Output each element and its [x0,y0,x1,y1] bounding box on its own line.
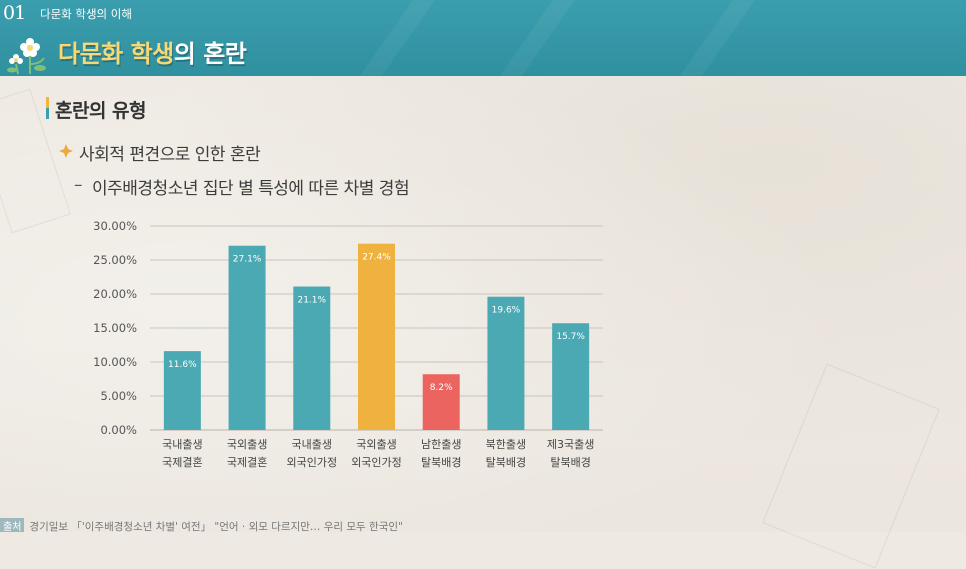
source-tag: 출처 [0,518,25,532]
section-label: 다문화 학생의 이해 [40,7,132,21]
category-label: 외국인가정 [351,456,402,469]
y-tick-label: 5.00% [100,389,137,403]
source-line: 출처 경기일보 「'이주배경청소년 차별' 여전」 "언어 · 외모 다르지만… … [0,518,700,532]
y-tick-label: 20.00% [93,287,137,301]
data-label: 21.1% [297,296,326,306]
category-label: 탈북배경 [486,456,526,469]
y-tick-label: 30.00% [93,219,137,233]
category-label: 외국인가정 [286,456,337,469]
leaf-bullet-icon [59,144,73,158]
source-text: 경기일보 「'이주배경청소년 차별' 여전」 "언어 · 외모 다르지만… 우리… [29,521,403,532]
bar [163,351,201,430]
category-label: 국내출생 [292,438,332,451]
title-highlight: 다문화 학생 [58,40,174,68]
data-label: 8.2% [430,383,453,393]
bar [358,243,395,430]
chart-subheading: 이주배경청소년 집단 별 특성에 따른 차별 경험 [92,179,410,199]
section-number: 01 [3,2,26,24]
data-label: 27.4% [362,253,391,263]
y-tick-label: 25.00% [93,253,137,267]
page-title: 다문화 학생의 혼란 [58,34,247,69]
category-label: 북한출생 [486,438,526,451]
bar-chart: 0.00% 5.00% 10.00% 15.00% 20.00% 25.00% 30.00%… [93,219,603,469]
category-label: 국외출생 [227,438,267,451]
bar [228,245,266,430]
category-label: 국내출생 [162,438,202,451]
header-band: 01 다문화 학생의 이해 다문화 학생의 혼란 [0,0,966,76]
category-label: 국제결혼 [227,456,267,469]
bullet-text: 사회적 편견으로 인한 혼란 [79,145,261,165]
y-tick-label: 0.00% [100,423,137,437]
category-label: 국외출생 [356,438,396,451]
flower-icon [7,38,46,75]
paper-background [0,0,966,532]
section-heading: 혼란의 유형 [55,100,147,122]
y-tick-label: 15.00% [93,321,137,335]
category-label: 탈북배경 [550,456,590,469]
category-label: 제3국출생 [547,438,594,451]
dash-marker: – [74,175,83,195]
bar [487,296,525,430]
category-label: 국제결혼 [162,456,202,469]
data-label: 15.7% [556,332,585,342]
data-label: 19.6% [492,306,521,316]
heading-marker [46,97,49,119]
data-label: 27.1% [233,255,262,265]
bar [293,286,331,430]
title-rest: 의 혼란 [173,40,247,68]
y-tick-label: 10.00% [93,355,137,369]
bar [422,374,460,430]
bar [552,323,590,430]
category-label: 남한출생 [421,438,461,451]
data-label: 11.6% [168,360,197,370]
category-label: 탈북배경 [421,456,461,469]
